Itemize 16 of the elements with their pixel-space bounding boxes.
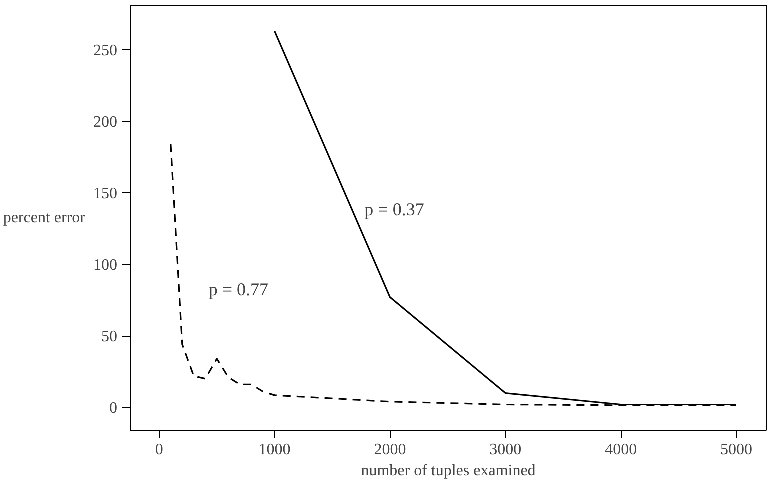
y-tick-label: 150 [94, 185, 118, 202]
x-tick-label: 0 [155, 442, 164, 458]
x-tick-label: 2000 [374, 442, 406, 458]
x-axis-title: number of tuples examined [361, 462, 536, 480]
y-tick-label: 200 [94, 114, 118, 131]
y-tick-label: 50 [102, 328, 118, 346]
y-tick-label: 250 [94, 42, 118, 60]
y-axis-title: percent error [3, 210, 86, 226]
x-tick-label: 3000 [490, 442, 522, 458]
y-tick-label: 100 [94, 257, 118, 274]
x-tick-label: 1000 [258, 442, 291, 458]
series-label: p = 0.37 [364, 199, 424, 220]
y-tick-label: 0 [110, 400, 118, 418]
x-tick-label: 5000 [720, 442, 752, 458]
series-label: p = 0.77 [208, 279, 268, 300]
x-tick-label: 4000 [605, 442, 638, 458]
